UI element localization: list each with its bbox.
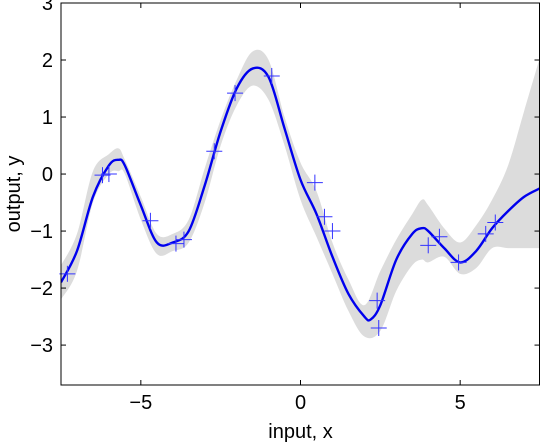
- observation-point: [487, 214, 504, 231]
- observation-point: [227, 85, 244, 102]
- y-tick-label: −3: [30, 335, 53, 357]
- y-tick-label: 0: [42, 164, 53, 186]
- y-tick-label: −2: [30, 278, 53, 300]
- observation-point: [450, 254, 467, 271]
- observation-point: [206, 143, 223, 160]
- observation-point: [167, 235, 184, 252]
- observation-point: [370, 319, 387, 336]
- x-axis-label: input, x: [268, 421, 332, 443]
- observation-point: [431, 228, 448, 245]
- observation-point: [369, 292, 386, 309]
- observation-point: [477, 225, 494, 242]
- x-tick-label: 0: [295, 392, 306, 414]
- observation-point: [316, 208, 333, 225]
- y-tick-label: 3: [42, 0, 53, 15]
- y-tick-label: −1: [30, 221, 53, 243]
- observation-point: [263, 67, 280, 84]
- observation-point: [94, 167, 111, 184]
- observation-point: [59, 265, 76, 282]
- observation-point: [100, 166, 117, 183]
- mean-prediction-line: [61, 66, 540, 322]
- confidence-band: [61, 49, 540, 339]
- observation-point: [306, 174, 323, 191]
- observation-point: [142, 212, 159, 229]
- x-tick-label: 5: [455, 392, 466, 414]
- x-tick-label: −5: [129, 392, 152, 414]
- y-tick-label: 1: [42, 107, 53, 129]
- observation-point: [420, 237, 437, 254]
- observation-point: [175, 231, 192, 248]
- observation-point: [324, 223, 341, 240]
- y-axis-label: output, y: [3, 156, 25, 233]
- y-tick-label: 2: [42, 50, 53, 72]
